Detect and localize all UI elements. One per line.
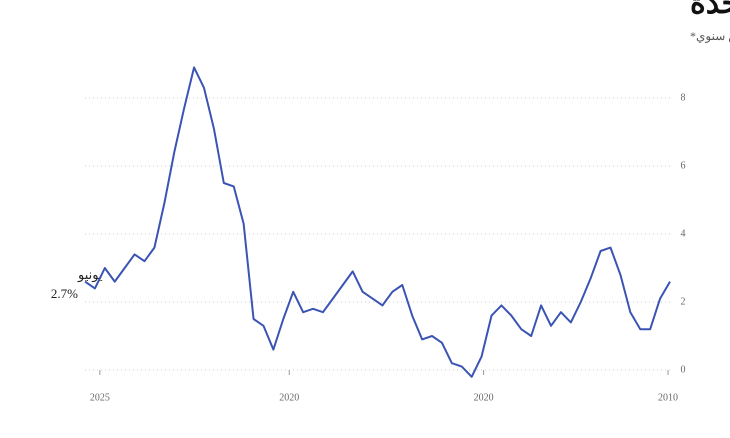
x-tick-label: 2020 [279, 392, 299, 403]
line-series [84, 66, 671, 378]
y-tick-label: 2 [681, 296, 686, 307]
y-tick-label: 6 [681, 160, 686, 171]
annotation-month: يونيو [77, 267, 103, 283]
x-tick-label: 2020 [474, 392, 494, 403]
y-tick-label: 0 [681, 364, 686, 375]
chart-subtitle: مؤشر أسعار المستهلك، نسبة التغير على أسا… [690, 28, 730, 43]
annotation-value: 2.7% [51, 286, 78, 301]
x-tick-label: 2025 [90, 392, 110, 403]
y-tick-label: 4 [681, 228, 686, 239]
chart-title: التضخم في الولايات المتحدة [690, 0, 730, 21]
y-tick-label: 8 [681, 92, 686, 103]
x-tick-label: 2010 [658, 392, 678, 403]
